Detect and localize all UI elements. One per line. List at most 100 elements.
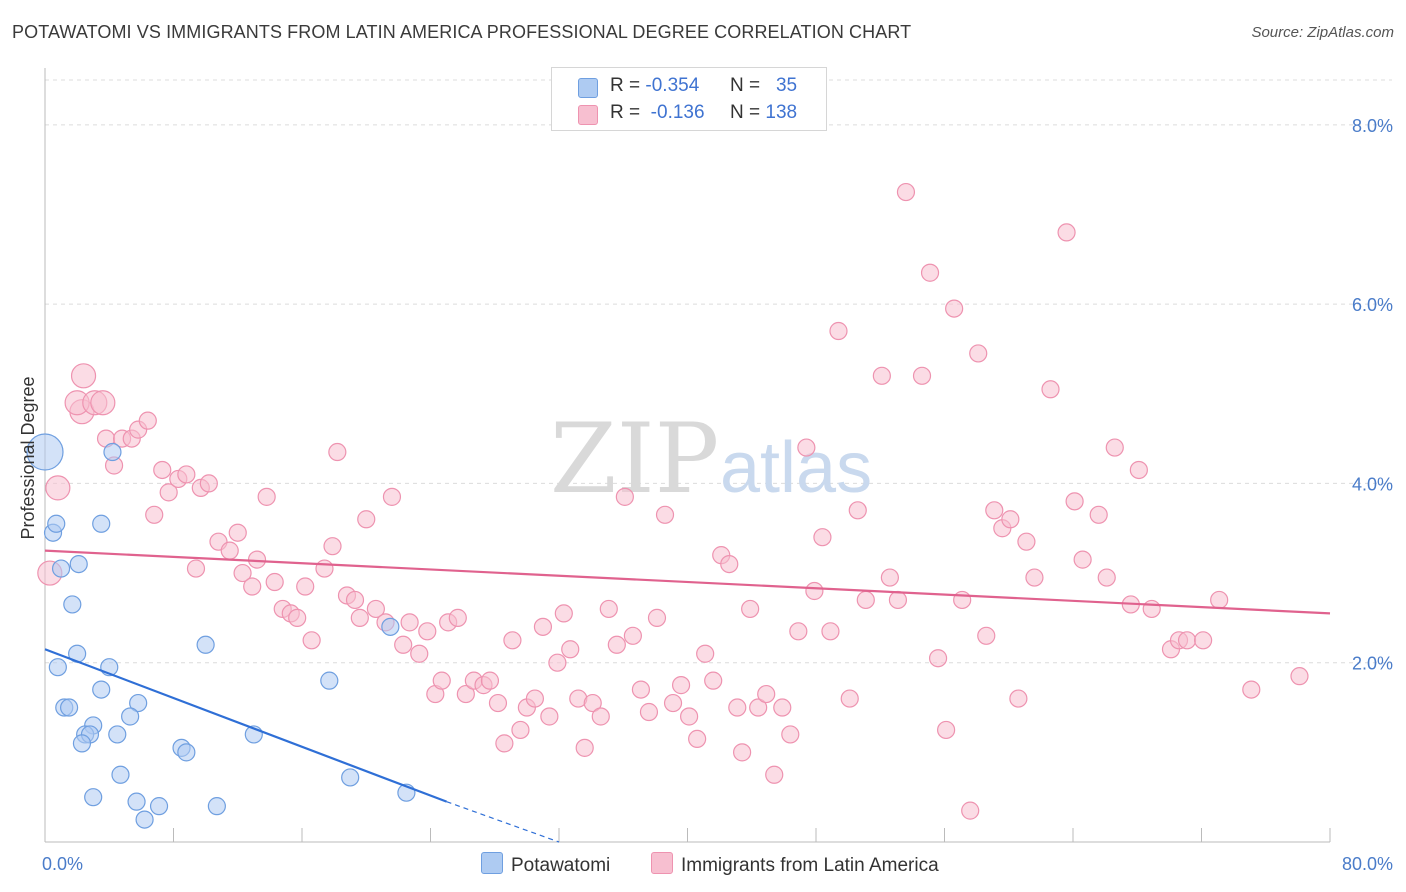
data-point-immigrants — [591, 707, 610, 726]
data-point-immigrants — [797, 438, 816, 457]
chart-title: POTAWATOMI VS IMMIGRANTS FROM LATIN AMER… — [12, 22, 912, 42]
data-point-immigrants — [345, 590, 365, 610]
data-point-immigrants — [561, 640, 580, 659]
data-point-immigrants — [912, 366, 932, 385]
data-point-immigrants — [977, 626, 996, 645]
data-point-immigrants — [1025, 568, 1044, 587]
data-point-immigrants — [805, 581, 824, 601]
data-point-immigrants — [233, 563, 252, 583]
data-point-immigrants — [615, 487, 634, 506]
legend-item-potawatomi: Potawatomi — [481, 852, 610, 877]
data-point-immigrants — [840, 689, 859, 708]
data-point-immigrants — [257, 487, 276, 506]
data-point-immigrants — [159, 483, 178, 502]
data-point-potawatomi — [320, 671, 339, 690]
source-label: Source: ZipAtlas.com — [1251, 24, 1394, 41]
data-point-potawatomi — [129, 693, 148, 713]
data-point-immigrants — [410, 644, 429, 663]
data-point-immigrants — [1129, 460, 1148, 480]
data-point-immigrants — [599, 599, 618, 619]
data-point-immigrants — [583, 693, 602, 713]
data-point-immigrants — [296, 577, 315, 596]
data-point-potawatomi — [72, 734, 92, 753]
y-tick-label: 8.0% — [1352, 116, 1393, 136]
data-point-potawatomi — [26, 433, 64, 471]
legend-r-value: -0.354 — [645, 75, 700, 96]
data-point-immigrants — [220, 541, 239, 560]
data-point-immigrants — [765, 765, 784, 784]
data-point-immigrants — [177, 465, 196, 484]
legend-label-potawatomi: Potawatomi — [511, 855, 611, 876]
data-point-potawatomi — [121, 707, 140, 726]
data-point-immigrants — [1242, 680, 1261, 699]
data-point-potawatomi — [341, 768, 360, 787]
data-point-potawatomi — [149, 797, 169, 816]
legend-row-potawatomi: R = -0.354 N = 35 — [552, 75, 826, 101]
trend-line-potawatomi-extension — [446, 801, 560, 843]
data-point-immigrants — [639, 702, 659, 722]
legend-n-label: N = — [730, 75, 761, 96]
data-point-immigrants — [400, 613, 419, 632]
legend-n-value: 138 — [765, 102, 798, 123]
data-point-immigrants — [432, 671, 451, 690]
data-point-immigrants — [45, 475, 71, 501]
data-point-immigrants — [315, 559, 334, 578]
data-point-immigrants — [896, 182, 916, 202]
data-point-immigrants — [525, 689, 545, 708]
legend-item-immigrants: Immigrants from Latin America — [651, 852, 939, 877]
data-point-potawatomi — [84, 788, 103, 807]
data-point-potawatomi — [69, 554, 88, 574]
data-point-immigrants — [145, 505, 164, 524]
data-point-potawatomi — [381, 617, 400, 636]
data-point-immigrants — [328, 442, 347, 462]
data-point-immigrants — [961, 801, 980, 820]
legend-swatch-blue — [481, 852, 503, 874]
data-point-potawatomi — [127, 792, 146, 811]
data-point-immigrants — [418, 622, 437, 641]
data-point-immigrants — [265, 572, 284, 592]
data-point-immigrants — [789, 622, 808, 641]
data-point-immigrants — [480, 671, 500, 690]
data-point-potawatomi — [111, 765, 130, 784]
data-point-immigrants — [575, 738, 594, 757]
data-point-immigrants — [728, 698, 747, 717]
data-point-immigrants — [953, 590, 972, 610]
data-point-immigrants — [1009, 689, 1028, 708]
data-point-immigrants — [1041, 380, 1060, 399]
legend-swatch-pink — [651, 852, 673, 874]
data-point-immigrants — [456, 684, 475, 704]
series-legend: Potawatomi Immigrants from Latin America — [0, 852, 1406, 878]
data-point-immigrants — [945, 299, 964, 318]
data-point-potawatomi — [92, 514, 111, 533]
data-point-immigrants — [1057, 223, 1076, 242]
x-tick-label-min: 0.0% — [42, 854, 83, 874]
y-axis-label: Professional Degree — [18, 376, 38, 539]
legend-n-value: 35 — [775, 75, 798, 96]
legend-r-value: -0.136 — [650, 102, 705, 123]
data-point-immigrants — [1177, 631, 1197, 650]
data-point-immigrants — [937, 720, 956, 740]
data-point-immigrants — [623, 626, 642, 645]
data-point-immigrants — [448, 608, 467, 627]
data-point-immigrants — [655, 505, 675, 524]
data-point-potawatomi — [47, 514, 66, 533]
legend-swatch-blue — [578, 78, 598, 98]
data-point-immigrants — [1065, 492, 1084, 511]
data-point-immigrants — [733, 743, 752, 762]
data-point-immigrants — [872, 366, 891, 385]
x-tick-labels: 0.0% 80.0% — [42, 854, 1393, 874]
data-point-immigrants — [813, 528, 832, 547]
data-point-immigrants — [495, 734, 514, 753]
data-point-immigrants — [366, 599, 385, 619]
data-point-potawatomi — [63, 595, 82, 614]
data-point-immigrants — [985, 501, 1004, 520]
data-point-immigrants — [928, 649, 948, 668]
data-point-immigrants — [856, 590, 875, 610]
data-point-immigrants — [663, 693, 683, 713]
data-point-immigrants — [1105, 438, 1124, 457]
trend-lines — [44, 549, 1331, 843]
data-point-immigrants — [1194, 631, 1213, 650]
data-point-immigrants — [880, 568, 899, 587]
watermark-atlas: atlas — [720, 428, 872, 508]
data-point-immigrants — [554, 604, 573, 623]
